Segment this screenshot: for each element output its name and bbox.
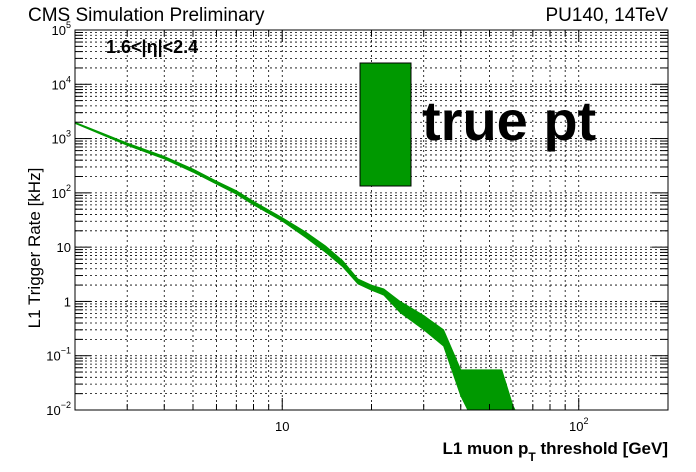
legend-label: true pt [422,89,596,152]
header-right-text: PU140, 14TeV [545,5,668,26]
x-tick-label-exponent: 2 [583,416,588,426]
x-tick-label: 10 [275,419,289,434]
axis-ticks [74,29,669,411]
y-tick-label-exponent: 5 [66,20,71,30]
header-left-text: CMS Simulation Preliminary [28,5,265,26]
legend-swatch [359,62,412,187]
y-tick-label: 102 [52,183,71,201]
y-tick-label-exponent: −2 [61,400,71,410]
x-axis-label-subscript: T [528,450,536,464]
y-tick-label: 103 [52,129,71,147]
y-tick-label: 10−2 [46,400,71,418]
y-tick-label-base: 10 [52,77,66,92]
y-tick-label-base: 10 [52,23,66,38]
y-tick-label: 105 [52,20,71,38]
y-tick-label-base: 10 [46,403,60,418]
x-axis-label-part-2: threshold [GeV] [536,439,668,458]
y-tick-label: 1 [64,294,71,309]
series-band-0 [75,121,516,410]
x-tick-label: 102 [569,416,588,434]
y-tick-label: 104 [52,74,71,92]
y-axis-label: L1 Trigger Rate [kHz] [25,168,44,329]
x-axis-label: L1 muon pT threshold [GeV] [442,439,668,464]
x-tick-label-base: 10 [275,419,289,434]
y-tick-label-base: 10 [46,349,60,364]
x-tick-label-base: 10 [569,419,583,434]
y-tick-label-exponent: 4 [66,74,71,84]
y-tick-label: 10−1 [46,346,71,364]
series-layer [75,121,516,410]
y-tick-label-exponent: 3 [66,129,71,139]
eta-annotation: 1.6<|η|<2.4 [106,37,198,57]
x-axis-label-part-1: L1 muon p [442,439,528,458]
y-tick-label: 10 [57,240,71,255]
y-tick-label-base: 10 [52,186,66,201]
y-tick-label-base: 10 [52,132,66,147]
y-tick-label-exponent: 2 [66,183,71,193]
y-tick-label-exponent: −1 [61,346,71,356]
